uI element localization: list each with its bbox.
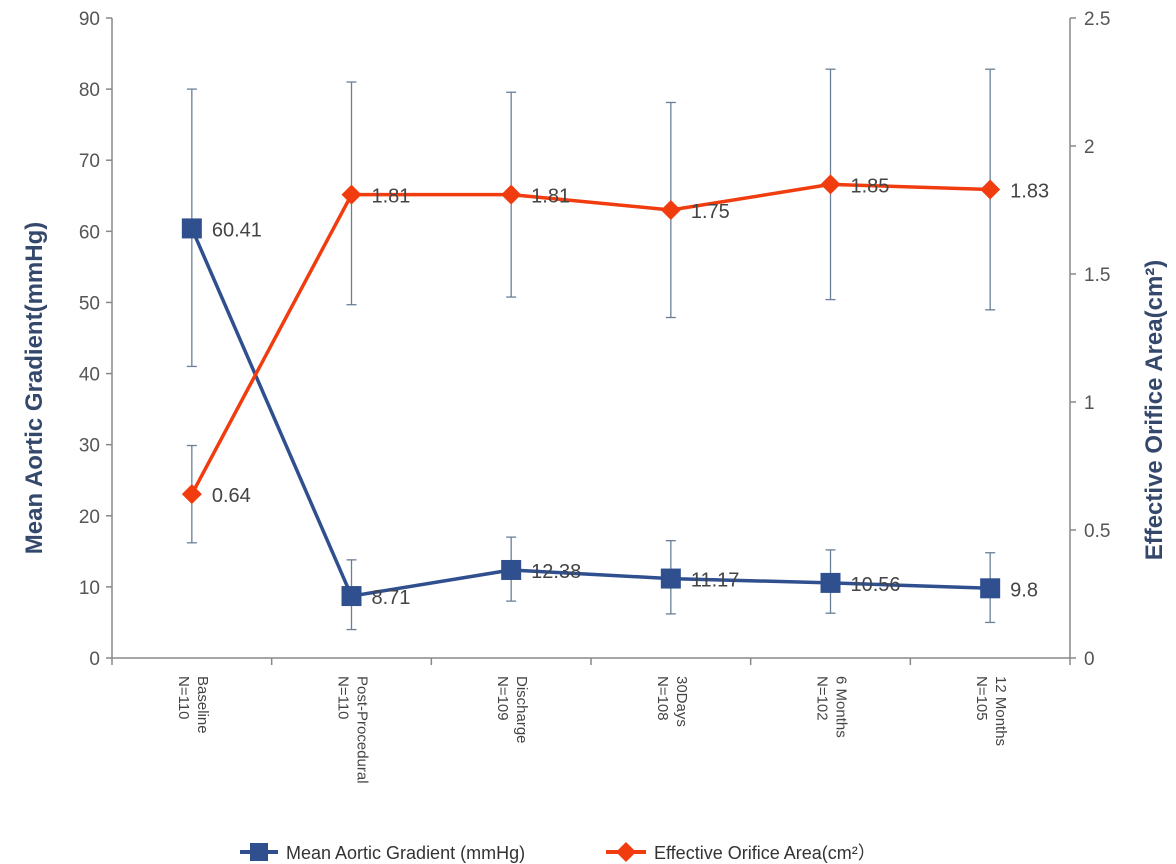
left-tick-label: 20 xyxy=(79,507,100,528)
data-label: 11.17 xyxy=(691,570,740,592)
series-line-0 xyxy=(190,227,991,598)
data-label: 10.56 xyxy=(851,574,901,596)
left-tick-label: 80 xyxy=(79,80,100,101)
category-labels: N=110 Baseline N=110 Post-Procedural N=109 Di… xyxy=(175,676,1009,784)
data-label: 1.81 xyxy=(531,186,570,208)
data-label: 8.71 xyxy=(372,587,411,609)
left-tick-label: 40 xyxy=(79,365,100,386)
legend-label-eoa: Effective Orifice Area(cm²） xyxy=(654,843,876,863)
right-tick-label: 0 xyxy=(1084,649,1095,670)
data-labels: 60.41 8.71 12.38 11.17 10.56 9.8 0.64 1.81 1.81 1… xyxy=(212,175,1049,609)
data-label: 12.38 xyxy=(531,561,581,583)
axes xyxy=(111,18,1071,665)
category-label-group: N=110 Post-Procedural xyxy=(335,676,371,784)
data-point-square xyxy=(820,572,841,593)
data-point-diamond xyxy=(341,184,362,205)
category-label-group: N=109 Discharge xyxy=(494,676,530,744)
left-axis-ticks: 0 10 20 30 40 50 60 70 80 90 xyxy=(79,9,112,670)
legend-label-gradient: Mean Aortic Gradient (mmHg) xyxy=(286,843,525,863)
data-label: 1.81 xyxy=(372,186,411,208)
category-n-label: N=110 xyxy=(175,676,192,720)
left-tick-label: 30 xyxy=(79,436,100,457)
left-tick-label: 10 xyxy=(79,578,100,599)
legend: Mean Aortic Gradient (mmHg) Effective Or… xyxy=(240,842,876,863)
data-label: 1.75 xyxy=(691,201,730,223)
category-n-label: N=110 xyxy=(335,676,352,720)
data-point-diamond xyxy=(820,174,841,195)
data-point-diamond xyxy=(501,184,522,205)
right-axis-title: Effective Orifice Area(cm²) xyxy=(1141,260,1168,561)
data-point-square xyxy=(501,559,522,580)
data-label: 1.85 xyxy=(851,175,890,197)
data-point-square xyxy=(181,218,202,239)
left-axis-title: Mean Aortic Gradient(mmHg) xyxy=(21,222,48,554)
left-tick-label: 60 xyxy=(79,222,100,243)
data-point-square xyxy=(660,568,681,589)
category-label-group: N=108 30Days xyxy=(654,676,690,727)
category-label-group: N=110 Baseline xyxy=(175,676,211,734)
data-label: 0.64 xyxy=(212,485,251,507)
category-label-group: N=105 12 Months xyxy=(973,676,1009,746)
series-line-1 xyxy=(190,182,991,495)
left-tick-label: 90 xyxy=(79,9,100,30)
category-name-label: 30Days xyxy=(673,676,690,727)
right-tick-label: 0.5 xyxy=(1084,521,1110,542)
left-tick-label: 0 xyxy=(89,649,100,670)
series-lines xyxy=(190,182,991,598)
legend-marker-diamond xyxy=(616,842,636,862)
category-name-label: Post-Procedural xyxy=(354,676,371,784)
left-tick-label: 50 xyxy=(79,293,100,314)
category-name-label: 12 Months xyxy=(992,676,1009,746)
legend-item-eoa: Effective Orifice Area(cm²） xyxy=(606,842,876,863)
data-label: 1.83 xyxy=(1010,181,1049,203)
right-tick-label: 1 xyxy=(1084,393,1095,414)
category-name-label: 6 Months xyxy=(833,676,850,738)
data-point-diamond xyxy=(980,179,1001,200)
category-name-label: Baseline xyxy=(194,676,211,734)
category-n-label: N=109 xyxy=(494,676,511,721)
right-tick-label: 2.5 xyxy=(1084,9,1110,30)
category-name-label: Discharge xyxy=(513,676,530,744)
right-tick-label: 2 xyxy=(1084,137,1095,158)
category-n-label: N=105 xyxy=(973,676,990,721)
data-point-square xyxy=(341,586,362,607)
data-label: 9.8 xyxy=(1010,579,1038,601)
data-point-square xyxy=(980,578,1001,599)
category-n-label: N=102 xyxy=(814,676,831,721)
series-markers xyxy=(181,174,1001,607)
error-bars xyxy=(186,68,996,631)
data-point-diamond xyxy=(660,200,681,220)
data-point-diamond xyxy=(181,484,202,505)
right-tick-label: 1.5 xyxy=(1084,265,1110,286)
category-n-label: N=108 xyxy=(654,676,671,721)
data-label: 60.41 xyxy=(212,219,262,241)
legend-item-gradient: Mean Aortic Gradient (mmHg) xyxy=(240,843,525,863)
category-label-group: N=102 6 Months xyxy=(814,676,850,738)
legend-marker-square xyxy=(250,843,268,861)
right-axis-ticks: 0 0.5 1 1.5 2 2.5 xyxy=(1070,9,1110,670)
left-tick-label: 70 xyxy=(79,151,100,172)
